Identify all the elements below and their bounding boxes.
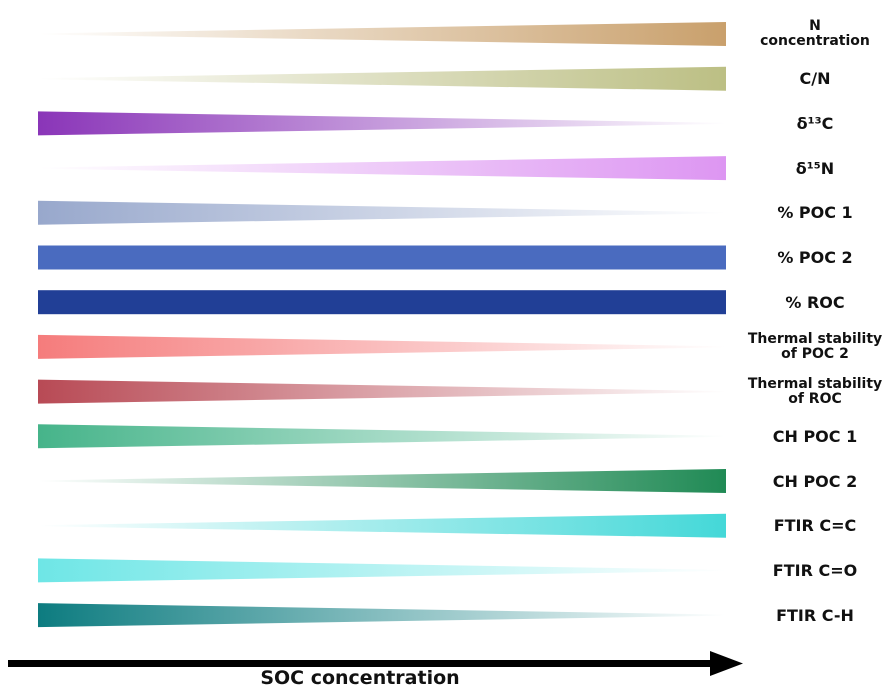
trend-wedge-10	[38, 424, 726, 449]
trend-wedge-4	[38, 156, 726, 181]
soc-axis-shaft	[8, 660, 714, 667]
row-label-10: CH POC 1	[735, 427, 893, 446]
trend-wedge-5	[38, 200, 726, 225]
row-label-line: δ¹³C	[796, 113, 834, 133]
row-label-4: δ¹⁵N	[735, 159, 893, 178]
row-label-9: Thermal stability of ROC	[735, 375, 893, 407]
row-label-line: FTIR C-H	[776, 605, 854, 625]
trend-wedge-6	[38, 245, 726, 270]
row-label-line: Thermal stability	[747, 330, 883, 347]
row-label-line: δ¹⁵N	[795, 158, 835, 178]
trend-wedge-14	[38, 603, 726, 628]
row-label-line: % ROC	[785, 292, 845, 312]
trend-wedge-1	[38, 22, 726, 46]
row-label-line: of ROC	[788, 390, 842, 407]
row-label-3: δ¹³C	[735, 114, 893, 133]
row-label-11: CH POC 2	[735, 472, 893, 491]
row-label-line: Thermal stability	[747, 375, 883, 392]
row-label-5: % POC 1	[735, 203, 893, 222]
row-label-13: FTIR C=O	[735, 561, 893, 580]
row-label-7: % ROC	[735, 293, 893, 312]
row-label-line: CH POC 2	[772, 471, 858, 491]
trend-wedge-8	[38, 334, 726, 359]
soc-axis-arrowhead	[710, 651, 743, 676]
row-label-line: % POC 2	[777, 248, 853, 267]
row-label-line: FTIR C=C	[773, 516, 857, 536]
row-label-line: concentration	[760, 33, 870, 49]
row-label-line: C/N	[799, 69, 831, 89]
row-label-14: FTIR C-H	[735, 606, 893, 625]
trend-wedge-11	[38, 469, 726, 493]
x-axis-label: SOC concentration	[260, 667, 460, 689]
trend-wedge-2	[38, 66, 726, 91]
row-label-line: of POC 2	[781, 345, 849, 362]
row-label-line: % POC 1	[777, 203, 853, 223]
row-label-12: FTIR C=C	[735, 516, 893, 535]
row-label-8: Thermal stability of POC 2	[735, 330, 893, 362]
trend-wedge-13	[38, 558, 726, 583]
row-label-6: % POC 2	[735, 248, 893, 267]
trend-wedge-3	[38, 111, 726, 136]
row-label-line: N	[809, 18, 821, 34]
wedge-group	[38, 22, 726, 628]
trend-wedge-9	[38, 379, 726, 404]
row-label-line: FTIR C=O	[772, 560, 858, 580]
trend-wedge-12	[38, 513, 726, 538]
trend-wedge-7	[38, 290, 726, 315]
row-label-2: C/N	[735, 69, 893, 88]
soc-axis-arrow	[8, 651, 743, 676]
row-label-line: CH POC 1	[772, 426, 858, 446]
